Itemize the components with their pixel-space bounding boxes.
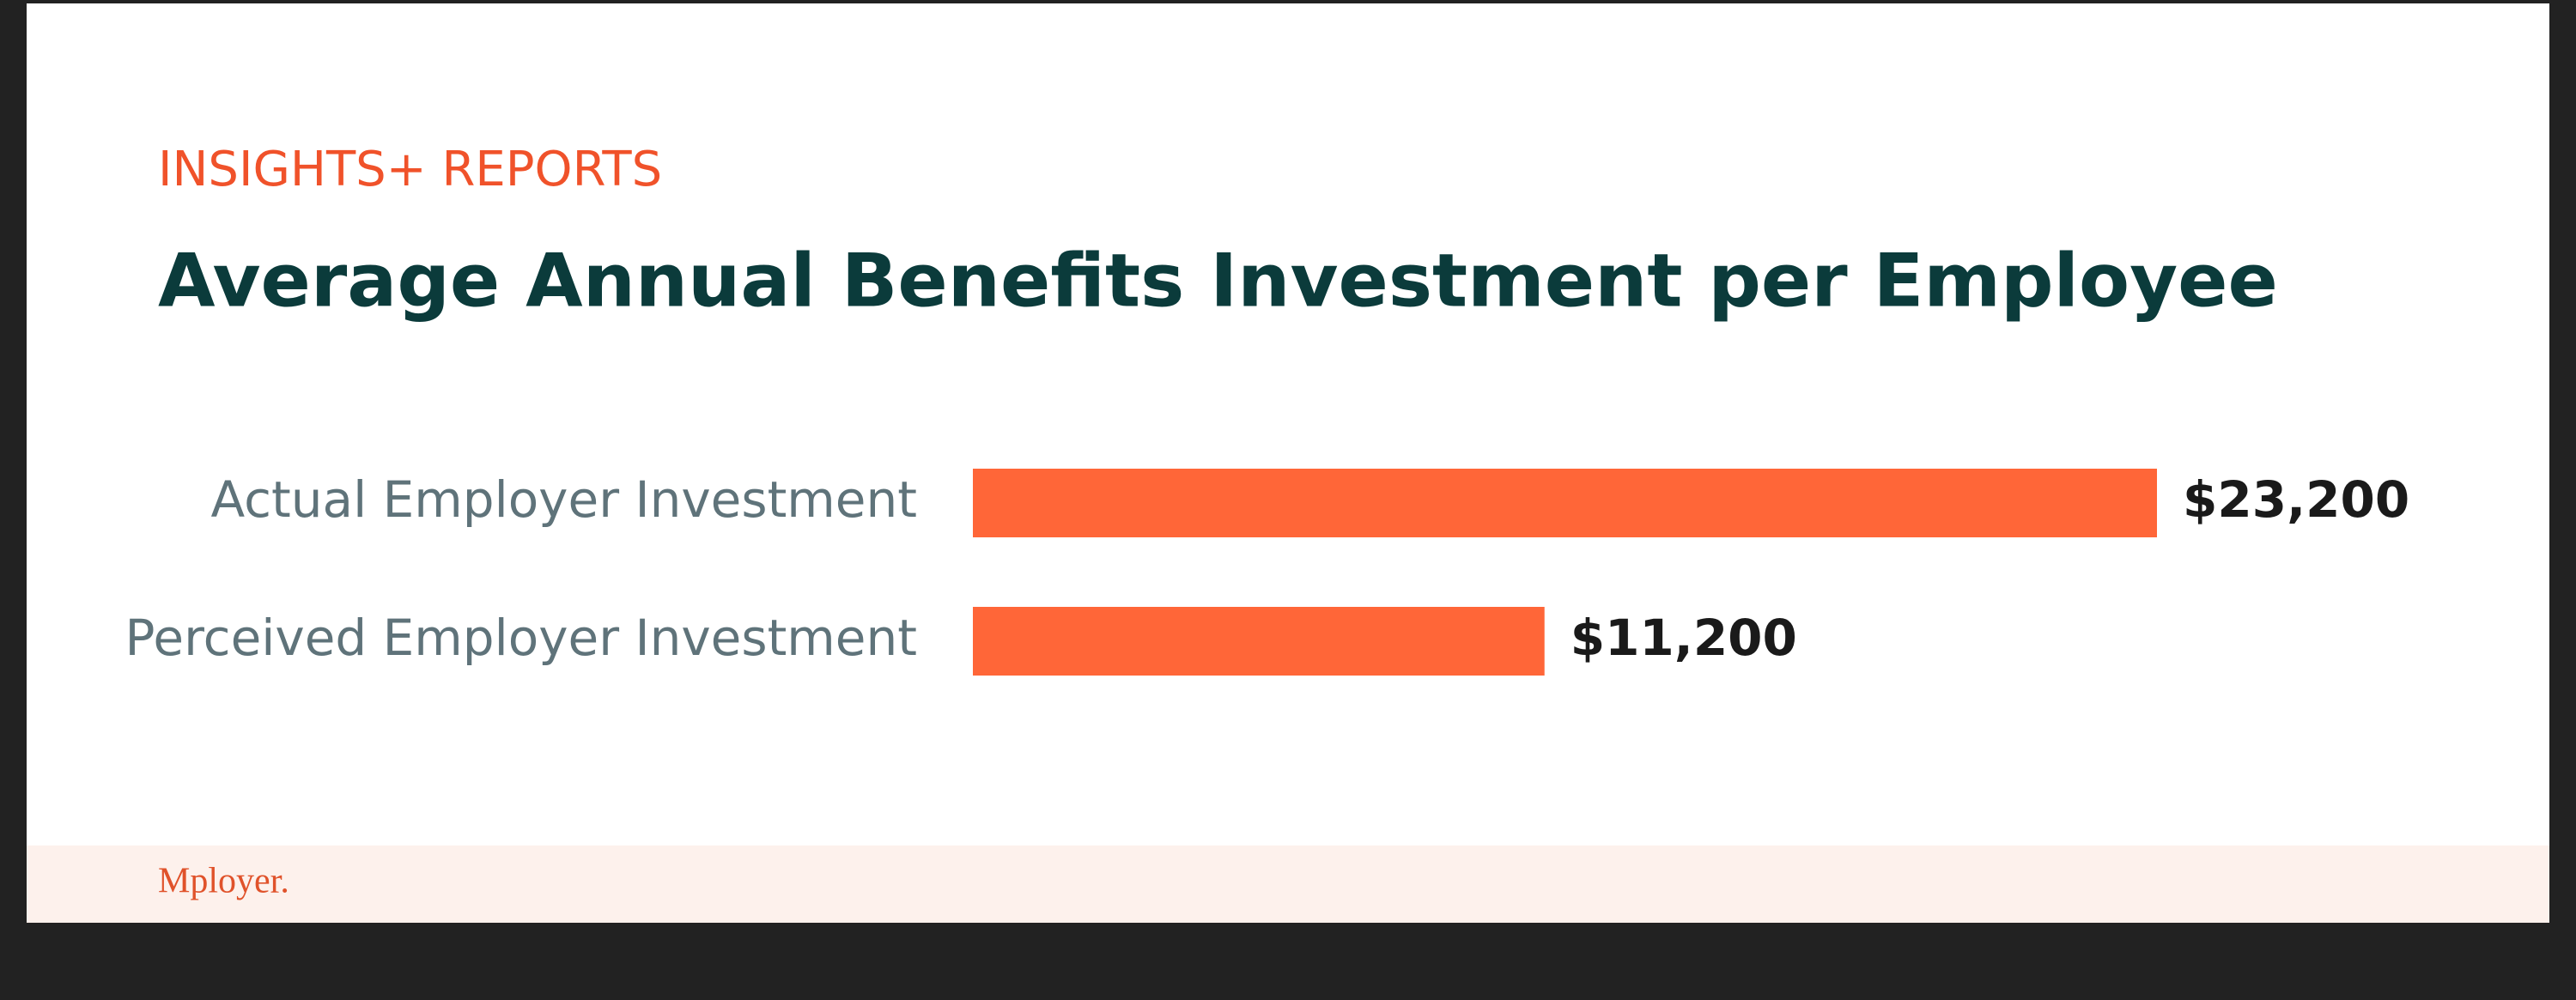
- category-label: Actual Employer Investment: [210, 470, 917, 529]
- bar: [973, 607, 1545, 676]
- chart-title: Average Annual Benefits Investment per E…: [158, 238, 2278, 324]
- bar: [973, 469, 2157, 537]
- brand-logo: Mployer.: [158, 862, 289, 901]
- chart-subtitle: INSIGHTS+ REPORTS: [158, 142, 662, 197]
- card: [27, 3, 2549, 923]
- category-label: Perceived Employer Investment: [125, 609, 917, 667]
- value-label: $11,200: [1571, 609, 1797, 667]
- footer-band: [27, 845, 2549, 923]
- value-label: $23,200: [2183, 470, 2409, 529]
